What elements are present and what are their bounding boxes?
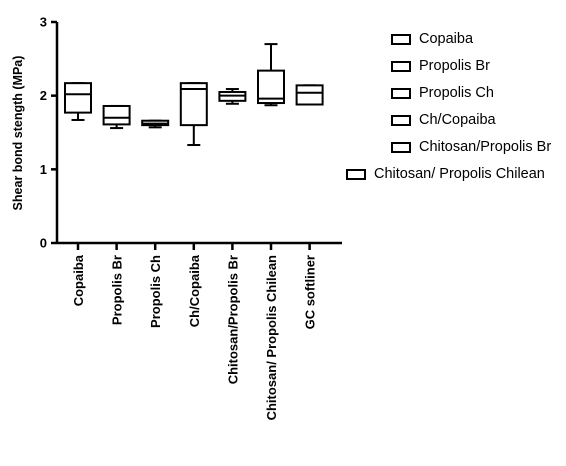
box-gc-softliner [295, 84, 324, 106]
box-propolis-br [102, 104, 131, 130]
y-axis-label: Shear bond stength (MPa) [11, 56, 25, 211]
y-axis: 0 1 2 3 [40, 15, 59, 251]
x-axis: Copaiba Propolis Br Propolis Ch Ch/Copaiba C… [57, 241, 342, 420]
box-copaiba [64, 82, 92, 121]
y-tick-label: 2 [40, 88, 47, 103]
box-chitosan-propolis-chilean [257, 43, 285, 107]
x-tick-label: Copaiba [71, 254, 86, 306]
y-tick-label: 3 [40, 15, 47, 30]
x-tick-label: Chitosan/ Propolis Chilean [264, 255, 279, 420]
box-iqr [64, 82, 92, 114]
box-ch-copaiba [179, 82, 208, 147]
box-iqr [102, 104, 131, 126]
x-tick-label: Chitosan/Propolis Br [225, 255, 240, 384]
x-tick-label: Propolis Ch [148, 255, 163, 328]
x-tick-label: GC softliner [303, 255, 318, 329]
box-iqr [295, 84, 324, 106]
box-series [64, 43, 324, 147]
box-chitosan-propolis-br [218, 88, 247, 105]
y-tick-label: 1 [40, 162, 47, 177]
x-tick-label: Propolis Br [110, 255, 125, 325]
x-tick-label: Ch/Copaiba [187, 254, 202, 327]
box-propolis-ch [141, 119, 170, 129]
y-tick-label: 0 [40, 236, 47, 251]
box-iqr [179, 82, 208, 127]
